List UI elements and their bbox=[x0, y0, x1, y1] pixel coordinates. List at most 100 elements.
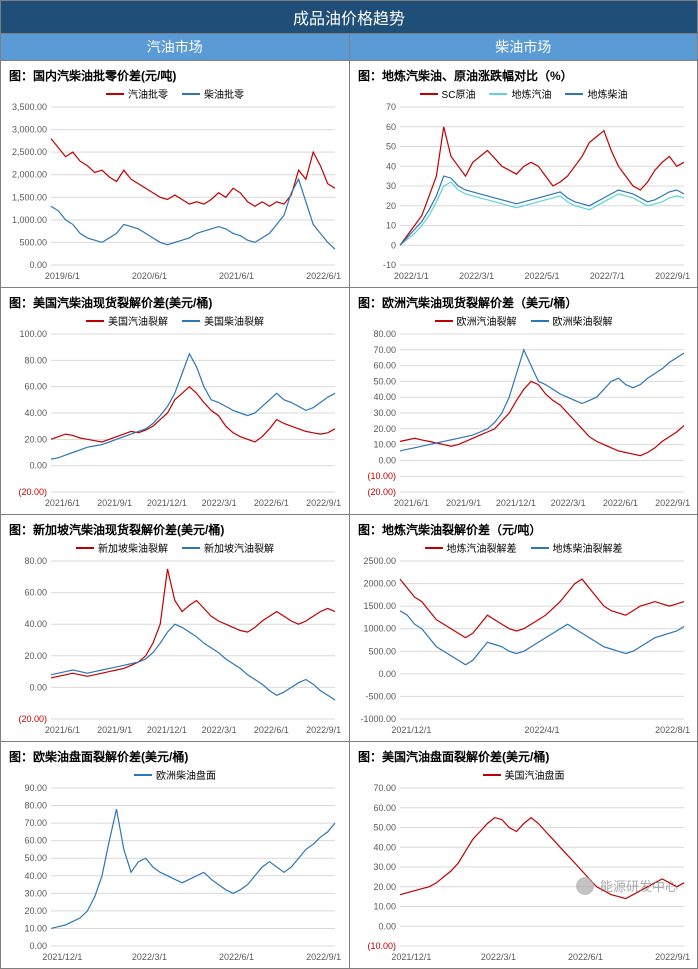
legend-label: 地炼柴油 bbox=[587, 86, 627, 101]
svg-text:30.00: 30.00 bbox=[373, 408, 396, 418]
legend-item: 欧洲汽油裂解 bbox=[435, 313, 517, 328]
svg-text:2021/12/1: 2021/12/1 bbox=[42, 952, 82, 962]
svg-text:(10.00): (10.00) bbox=[367, 471, 396, 481]
chart-cell: 图：地炼汽柴油、原油涨跌幅对比（%）SC原油地炼汽油地炼柴油-100102030… bbox=[349, 61, 698, 288]
chart-title: 图：欧洲汽柴油现货裂解价差（美元/桶） bbox=[358, 294, 689, 311]
svg-text:2021/12/1: 2021/12/1 bbox=[391, 725, 431, 735]
chart-svg: -1000.00-500.000.00500.001000.001500.002… bbox=[358, 557, 690, 737]
legend: 美国汽油盘面 bbox=[358, 767, 689, 782]
svg-text:2022/6/1: 2022/6/1 bbox=[254, 725, 289, 735]
svg-text:2019/6/1: 2019/6/1 bbox=[45, 271, 80, 281]
svg-text:0.00: 0.00 bbox=[378, 669, 396, 679]
chart-svg: (20.00)0.0020.0040.0060.0080.002021/6/12… bbox=[9, 557, 341, 737]
svg-text:1500.00: 1500.00 bbox=[363, 601, 396, 611]
legend-item: 汽油批零 bbox=[106, 86, 168, 101]
svg-text:20: 20 bbox=[386, 201, 396, 211]
svg-text:40.00: 40.00 bbox=[24, 619, 47, 629]
svg-text:-1000.00: -1000.00 bbox=[360, 714, 396, 724]
legend-label: 欧洲柴油盘面 bbox=[156, 767, 216, 782]
chart-svg: (20.00)(10.00)0.0010.0020.0030.0040.0050… bbox=[358, 330, 690, 510]
legend-swatch bbox=[182, 320, 200, 322]
svg-text:(20.00): (20.00) bbox=[18, 714, 47, 724]
svg-text:2021/12/1: 2021/12/1 bbox=[147, 498, 187, 508]
svg-text:60: 60 bbox=[386, 122, 396, 132]
legend-label: 柴油批零 bbox=[204, 86, 244, 101]
chart-svg: -100102030405060702022/1/12022/3/12022/5… bbox=[358, 103, 690, 283]
legend-item: SC原油 bbox=[420, 86, 476, 101]
legend-swatch bbox=[483, 774, 501, 776]
svg-text:0.00: 0.00 bbox=[378, 921, 396, 931]
legend-swatch bbox=[86, 320, 104, 322]
svg-text:2021/6/1: 2021/6/1 bbox=[394, 498, 429, 508]
svg-text:40: 40 bbox=[386, 161, 396, 171]
svg-text:2020/6/1: 2020/6/1 bbox=[132, 271, 167, 281]
legend-label: 欧洲柴油裂解 bbox=[553, 313, 613, 328]
data-series bbox=[51, 569, 335, 678]
svg-text:50: 50 bbox=[386, 142, 396, 152]
svg-text:2022/3/1: 2022/3/1 bbox=[459, 271, 494, 281]
svg-text:2022/3/1: 2022/3/1 bbox=[202, 725, 237, 735]
legend: SC原油 地炼汽油 地炼柴油 bbox=[358, 86, 689, 101]
legend: 新加坡柴油裂解新加坡汽油裂解 bbox=[9, 540, 341, 555]
legend-item: 柴油批零 bbox=[182, 86, 244, 101]
main-title: 成品油价格趋势 bbox=[0, 0, 698, 34]
svg-text:2022/3/1: 2022/3/1 bbox=[132, 952, 167, 962]
svg-text:2022/8/1: 2022/8/1 bbox=[655, 725, 690, 735]
svg-text:(10.00): (10.00) bbox=[367, 941, 396, 951]
col-header-diesel: 柴油市场 bbox=[349, 34, 698, 61]
svg-text:2021/9/1: 2021/9/1 bbox=[446, 498, 481, 508]
svg-text:70: 70 bbox=[386, 103, 396, 112]
svg-text:1000.00: 1000.00 bbox=[363, 624, 396, 634]
svg-text:80.00: 80.00 bbox=[24, 355, 47, 365]
svg-text:40.00: 40.00 bbox=[373, 842, 396, 852]
svg-text:40.00: 40.00 bbox=[24, 408, 47, 418]
chart-svg: 0.00500.001,000.001,500.002,000.002,500.… bbox=[9, 103, 341, 283]
chart-title: 图：地炼汽柴油、原油涨跌幅对比（%） bbox=[358, 67, 689, 84]
svg-text:2022/9/1: 2022/9/1 bbox=[655, 498, 690, 508]
watermark-icon bbox=[576, 877, 594, 895]
chart-title: 图：美国汽油盘面裂解价差(美元/桶) bbox=[358, 748, 689, 765]
legend-swatch bbox=[531, 320, 549, 322]
svg-text:50.00: 50.00 bbox=[373, 823, 396, 833]
data-series bbox=[400, 182, 684, 245]
svg-text:2021/9/1: 2021/9/1 bbox=[97, 725, 132, 735]
svg-text:2500.00: 2500.00 bbox=[363, 557, 396, 566]
svg-text:50.00: 50.00 bbox=[373, 376, 396, 386]
svg-text:2021/12/1: 2021/12/1 bbox=[496, 498, 536, 508]
chart-title: 图：国内汽柴油批零价差(元/吨) bbox=[9, 67, 341, 84]
legend-label: 欧洲汽油裂解 bbox=[457, 313, 517, 328]
chart-cell: 图：美国汽油盘面裂解价差(美元/桶)美国汽油盘面(10.00)0.0010.00… bbox=[349, 742, 698, 969]
svg-text:(20.00): (20.00) bbox=[18, 487, 47, 497]
svg-text:20.00: 20.00 bbox=[24, 906, 47, 916]
svg-text:1,500.00: 1,500.00 bbox=[12, 192, 47, 202]
svg-text:2022/6/1: 2022/6/1 bbox=[568, 952, 603, 962]
svg-text:60.00: 60.00 bbox=[24, 836, 47, 846]
svg-text:2021/6/1: 2021/6/1 bbox=[219, 271, 254, 281]
svg-text:-10: -10 bbox=[383, 260, 396, 270]
watermark: 能源研发中心 bbox=[576, 876, 678, 895]
svg-text:100.00: 100.00 bbox=[19, 330, 47, 339]
svg-text:2021/12/1: 2021/12/1 bbox=[391, 952, 431, 962]
legend-label: 美国汽油裂解 bbox=[108, 313, 168, 328]
watermark-text: 能源研发中心 bbox=[600, 876, 678, 895]
legend-swatch bbox=[182, 547, 200, 549]
svg-text:20.00: 20.00 bbox=[24, 434, 47, 444]
svg-text:70.00: 70.00 bbox=[373, 784, 396, 793]
legend-label: 地炼汽油 bbox=[511, 86, 551, 101]
legend-swatch bbox=[134, 774, 152, 776]
legend-item: 地炼柴油 bbox=[565, 86, 627, 101]
chart-title: 图：新加坡汽柴油现货裂解价差(美元/桶) bbox=[9, 521, 341, 538]
svg-text:2022/7/1: 2022/7/1 bbox=[590, 271, 625, 281]
legend-swatch bbox=[531, 547, 549, 549]
legend-swatch bbox=[425, 547, 443, 549]
data-series bbox=[51, 139, 335, 207]
svg-text:2022/9/1: 2022/9/1 bbox=[306, 725, 341, 735]
svg-text:60.00: 60.00 bbox=[373, 361, 396, 371]
legend-item: 美国汽油盘面 bbox=[483, 767, 565, 782]
data-series bbox=[51, 354, 335, 459]
svg-text:1,000.00: 1,000.00 bbox=[12, 215, 47, 225]
svg-text:3,500.00: 3,500.00 bbox=[12, 103, 47, 112]
legend-label: 地炼汽油裂解差 bbox=[447, 540, 517, 555]
data-series bbox=[51, 387, 335, 442]
col-header-gasoline: 汽油市场 bbox=[0, 34, 349, 61]
